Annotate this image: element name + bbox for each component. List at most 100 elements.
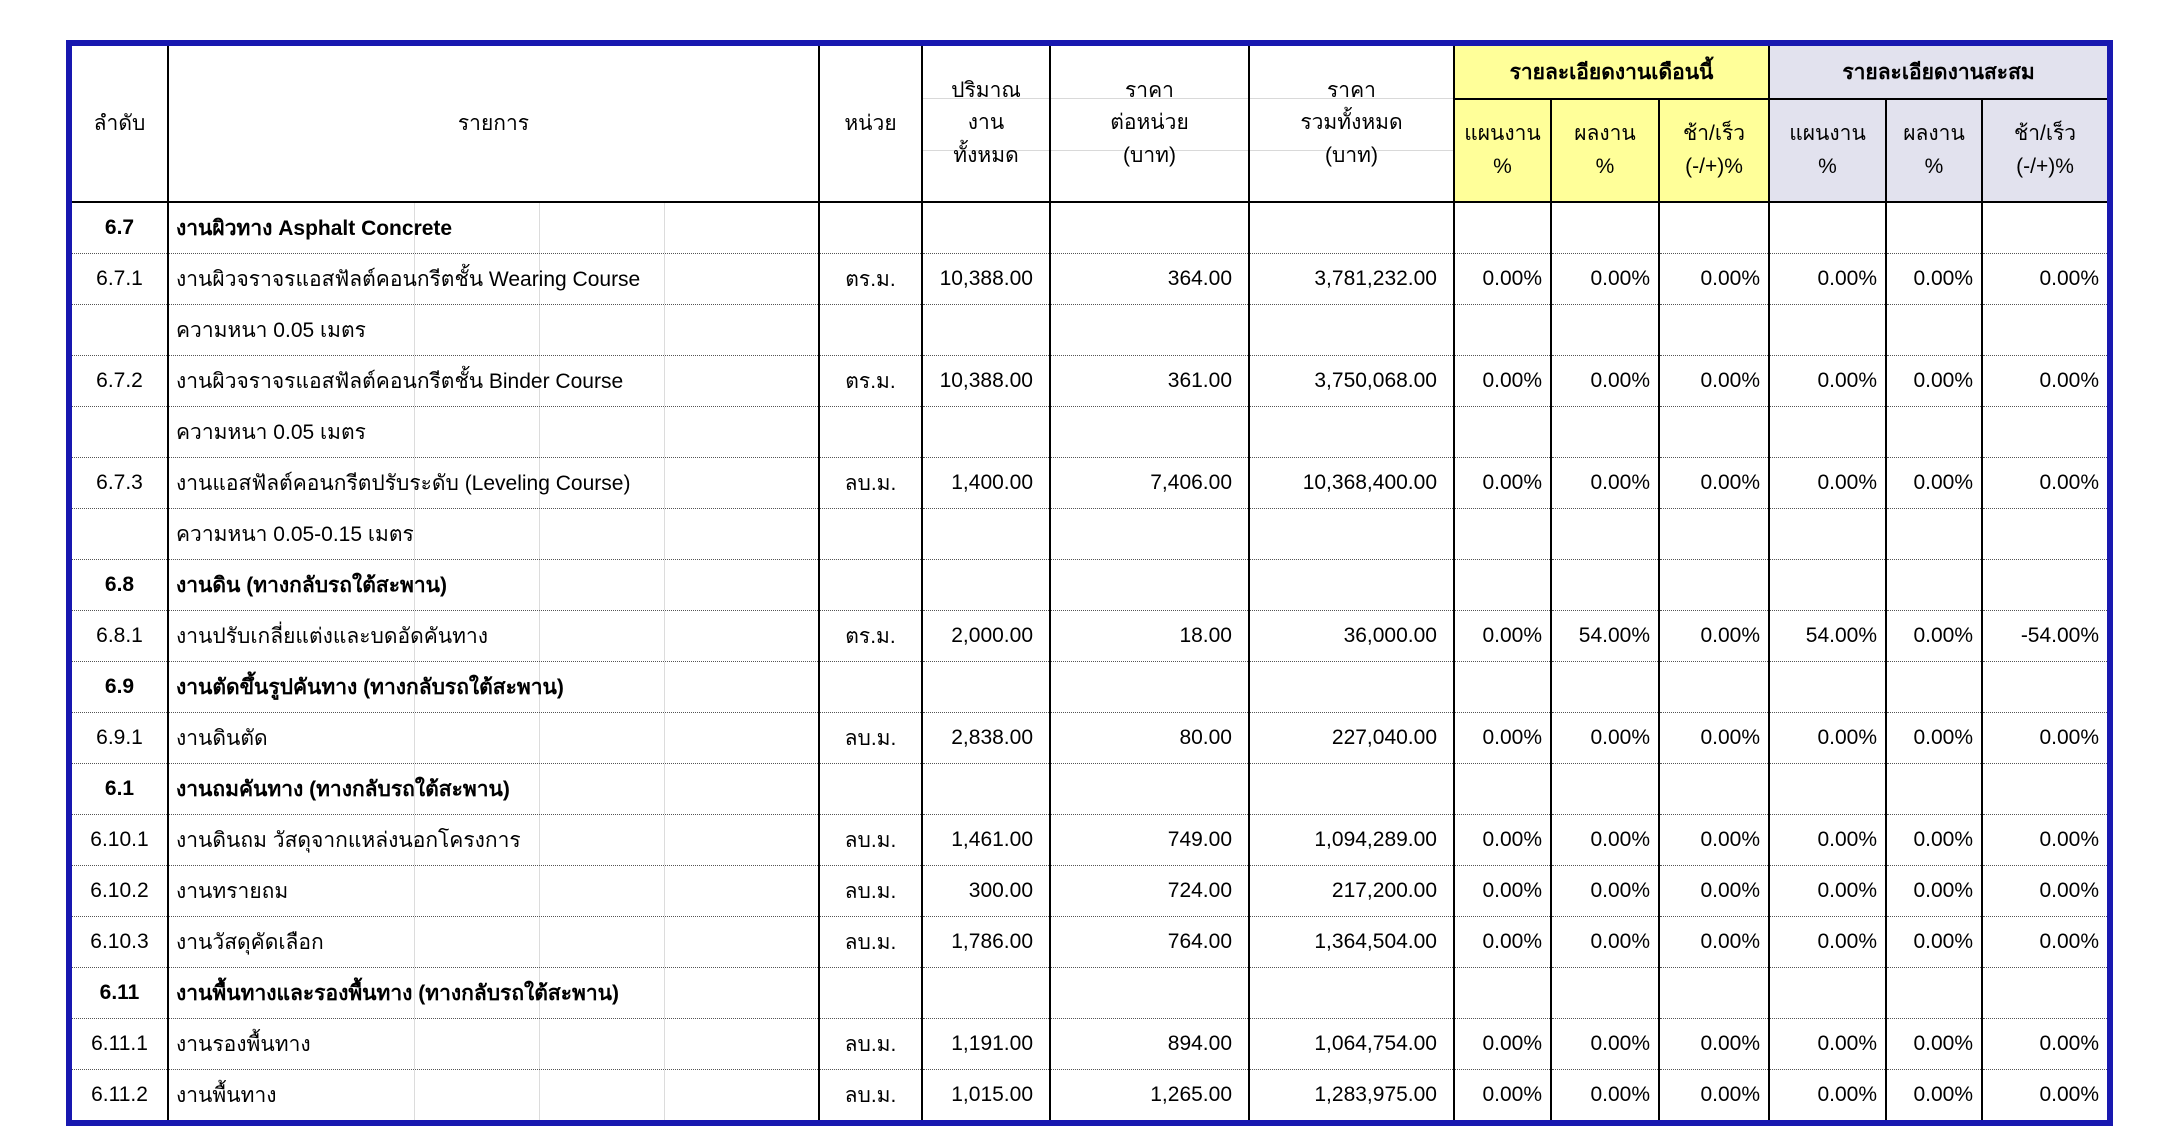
cell-total: 1,064,754.00 <box>1248 1018 1454 1070</box>
cell-m_actual: 0.00% <box>1550 355 1659 407</box>
table-row: ความหนา 0.05-0.15 เมตร <box>68 508 2111 560</box>
cell-m_actual: 0.00% <box>1550 1018 1659 1070</box>
cell-m_diff: 0.00% <box>1657 916 1770 968</box>
cell-qty <box>921 763 1050 815</box>
cell-unit_price: 894.00 <box>1049 1018 1249 1070</box>
cell-unit: ลบ.ม. <box>818 1018 922 1070</box>
cell-qty: 1,400.00 <box>921 457 1050 509</box>
cell-c_plan <box>1768 201 1887 254</box>
cell-m_plan: 0.00% <box>1453 1018 1551 1070</box>
cell-unit_price: 724.00 <box>1049 865 1249 917</box>
cell-c_diff: 0.00% <box>1981 865 2111 917</box>
cell-c_diff <box>1981 967 2111 1019</box>
cell-unit_price <box>1049 201 1249 254</box>
cell-total <box>1248 201 1454 254</box>
cell-unit: ตร.ม. <box>818 253 922 305</box>
cell-qty: 1,461.00 <box>921 814 1050 866</box>
cell-m_plan <box>1453 406 1551 458</box>
table-row: 6.10.3 งานวัสดุคัดเลือก ลบ.ม. 1,786.00 764.0… <box>68 916 2111 968</box>
cell-m_plan: 0.00% <box>1453 457 1551 509</box>
cell-c_actual: 0.00% <box>1885 916 1983 968</box>
cell-m_actual: 0.00% <box>1550 916 1659 968</box>
cell-total: 1,094,289.00 <box>1248 814 1454 866</box>
table-row: 6.10.1 งานดินถม วัสดุจากแหล่งนอกโครงการ ลบ… <box>68 814 2111 866</box>
cell-item: งานรองพื้นทาง <box>167 1018 819 1070</box>
cell-c_actual <box>1885 304 1983 356</box>
cell-m_plan <box>1453 201 1551 254</box>
table-row: 6.7.2 งานผิวจราจรแอสฟัลต์คอนกรีตชั้น Bind… <box>68 355 2111 407</box>
cell-item: งานผิวจราจรแอสฟัลต์คอนกรีตชั้น Binder Co… <box>167 355 819 407</box>
cell-qty: 2,838.00 <box>921 712 1050 764</box>
cell-c_diff: -54.00% <box>1981 610 2111 662</box>
cell-m_actual <box>1550 201 1659 254</box>
cell-total: 10,368,400.00 <box>1248 457 1454 509</box>
cell-unit: ลบ.ม. <box>818 865 922 917</box>
cell-total: 3,750,068.00 <box>1248 355 1454 407</box>
table-row: 6.8.1 งานปรับเกลี่ยแต่งและบดอัดคันทาง ตร.ม… <box>68 610 2111 662</box>
cell-no: 6.10.3 <box>68 916 168 968</box>
cell-qty: 1,191.00 <box>921 1018 1050 1070</box>
cell-qty <box>921 406 1050 458</box>
cell-m_plan: 0.00% <box>1453 712 1551 764</box>
cell-m_plan: 0.00% <box>1453 814 1551 866</box>
cell-qty <box>921 661 1050 713</box>
cell-qty <box>921 559 1050 611</box>
cell-no: 6.11 <box>68 967 168 1019</box>
cell-m_plan <box>1453 508 1551 560</box>
cell-item: งานถมคันทาง (ทางกลับรถใต้สะพาน) <box>167 763 819 815</box>
cell-c_actual: 0.00% <box>1885 865 1983 917</box>
table-row: ความหนา 0.05 เมตร <box>68 304 2111 356</box>
cell-total: 227,040.00 <box>1248 712 1454 764</box>
cell-c_plan <box>1768 559 1887 611</box>
cell-m_actual <box>1550 559 1659 611</box>
cell-c_plan: 0.00% <box>1768 1069 1887 1123</box>
cell-m_diff <box>1657 763 1770 815</box>
cell-c_actual <box>1885 967 1983 1019</box>
cell-c_diff: 0.00% <box>1981 355 2111 407</box>
cell-unit_price: 18.00 <box>1049 610 1249 662</box>
cell-c_plan: 0.00% <box>1768 865 1887 917</box>
cell-no: 6.1 <box>68 763 168 815</box>
cell-c_plan <box>1768 661 1887 713</box>
cell-c_diff: 0.00% <box>1981 1018 2111 1070</box>
cell-unit <box>818 201 922 254</box>
cell-item: งานดินถม วัสดุจากแหล่งนอกโครงการ <box>167 814 819 866</box>
cell-unit_price <box>1049 763 1249 815</box>
cell-unit: ตร.ม. <box>818 610 922 662</box>
cell-c_plan: 0.00% <box>1768 253 1887 305</box>
cell-c_actual <box>1885 661 1983 713</box>
cell-c_actual: 0.00% <box>1885 1069 1983 1123</box>
cell-total <box>1248 967 1454 1019</box>
cell-unit <box>818 763 922 815</box>
col-header-month-plan: แผนงาน % <box>1453 99 1551 203</box>
cell-total <box>1248 661 1454 713</box>
cell-unit_price: 764.00 <box>1049 916 1249 968</box>
cell-qty: 10,388.00 <box>921 253 1050 305</box>
cell-no: 6.10.1 <box>68 814 168 866</box>
cell-m_actual: 0.00% <box>1550 865 1659 917</box>
cell-c_diff: 0.00% <box>1981 1069 2111 1123</box>
col-header-cumulative-actual: ผลงาน % <box>1885 99 1983 203</box>
cell-no <box>68 508 168 560</box>
cell-m_diff: 0.00% <box>1657 610 1770 662</box>
col-header-unit-price: ราคา ต่อหน่วย (บาท) <box>1049 43 1249 203</box>
cell-c_plan: 0.00% <box>1768 457 1887 509</box>
cell-no: 6.10.2 <box>68 865 168 917</box>
cell-m_diff <box>1657 304 1770 356</box>
cell-c_diff <box>1981 201 2111 254</box>
cell-m_actual: 0.00% <box>1550 457 1659 509</box>
cell-total <box>1248 406 1454 458</box>
cell-m_diff: 0.00% <box>1657 457 1770 509</box>
cell-c_plan <box>1768 304 1887 356</box>
cell-unit <box>818 508 922 560</box>
cell-unit: ตร.ม. <box>818 355 922 407</box>
cell-no: 6.7.3 <box>68 457 168 509</box>
progress-table: ลำดับ รายการ หน่วย ปริมาณ งาน ทั้งหมด รา… <box>66 40 2114 1126</box>
cell-m_plan: 0.00% <box>1453 355 1551 407</box>
cell-c_plan <box>1768 763 1887 815</box>
cell-qty <box>921 967 1050 1019</box>
cell-c_plan <box>1768 406 1887 458</box>
cell-m_plan <box>1453 763 1551 815</box>
cell-unit <box>818 967 922 1019</box>
cell-c_actual: 0.00% <box>1885 610 1983 662</box>
